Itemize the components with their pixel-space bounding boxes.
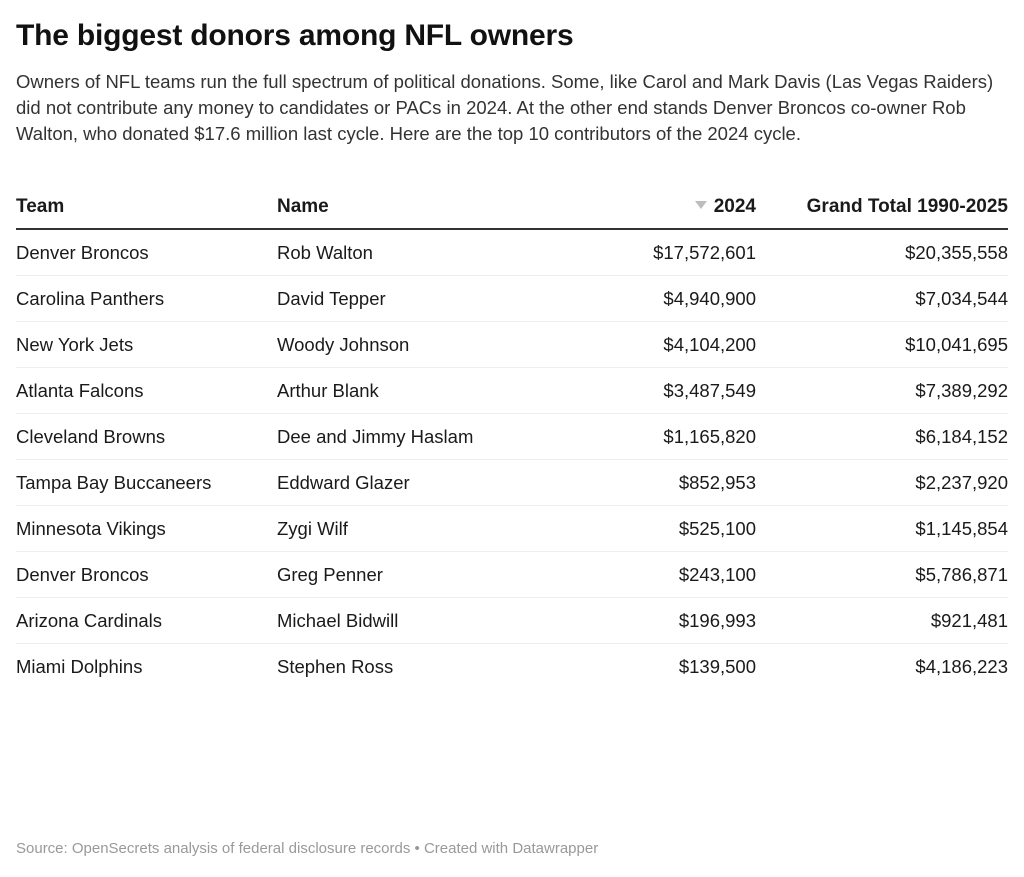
cell-name: Rob Walton bbox=[277, 229, 534, 276]
cell-grand-total: $7,389,292 bbox=[756, 367, 1008, 414]
cell-name: Michael Bidwill bbox=[277, 597, 534, 644]
cell-grand-total: $921,481 bbox=[756, 597, 1008, 644]
table-header-row: Team Name 2024 Grand Total 1990-2025 bbox=[16, 194, 1008, 230]
cell-name: Arthur Blank bbox=[277, 367, 534, 414]
column-header-2024-label: 2024 bbox=[713, 196, 756, 217]
cell-name: Zygi Wilf bbox=[277, 505, 534, 552]
table-row: Denver Broncos Rob Walton $17,572,601 $20,3… bbox=[16, 229, 1008, 276]
table-body: Denver Broncos Rob Walton $17,572,601 $20,3… bbox=[16, 229, 1008, 689]
table-row: Atlanta Falcons Arthur Blank $3,487,549 $7,… bbox=[16, 367, 1008, 414]
table-row: Cleveland Browns Dee and Jimmy Haslam $1,1… bbox=[16, 413, 1008, 460]
chart-description: Owners of NFL teams run the full spectru… bbox=[16, 71, 994, 144]
table-row: Minnesota Vikings Zygi Wilf $525,100 $1,145… bbox=[16, 505, 1008, 552]
cell-2024: $852,953 bbox=[534, 459, 756, 506]
column-header-team[interactable]: Team bbox=[16, 194, 277, 230]
cell-team: Arizona Cardinals bbox=[16, 597, 277, 644]
cell-2024: $4,104,200 bbox=[534, 321, 756, 368]
cell-grand-total: $6,184,152 bbox=[756, 413, 1008, 460]
cell-grand-total: $10,041,695 bbox=[756, 321, 1008, 368]
column-header-grand-total-label: Grand Total 1990-2025 bbox=[806, 196, 1008, 217]
cell-team: Cleveland Browns bbox=[16, 413, 277, 460]
cell-grand-total: $20,355,558 bbox=[756, 229, 1008, 276]
cell-team: Atlanta Falcons bbox=[16, 367, 277, 414]
cell-2024: $525,100 bbox=[534, 505, 756, 552]
cell-name: Eddward Glazer bbox=[277, 459, 534, 506]
cell-team: Denver Broncos bbox=[16, 551, 277, 598]
cell-team: New York Jets bbox=[16, 321, 277, 368]
cell-grand-total: $5,786,871 bbox=[756, 551, 1008, 598]
column-header-grand-total[interactable]: Grand Total 1990-2025 bbox=[756, 194, 1008, 230]
cell-2024: $243,100 bbox=[534, 551, 756, 598]
table-row: New York Jets Woody Johnson $4,104,200 $10,… bbox=[16, 321, 1008, 368]
cell-2024: $1,165,820 bbox=[534, 413, 756, 460]
cell-grand-total: $2,237,920 bbox=[756, 459, 1008, 506]
cell-name: David Tepper bbox=[277, 275, 534, 322]
column-header-name[interactable]: Name bbox=[277, 194, 534, 230]
page-title: The biggest donors among NFL owners bbox=[16, 19, 574, 52]
column-header-2024[interactable]: 2024 bbox=[534, 194, 756, 230]
column-header-name-label: Name bbox=[277, 196, 329, 217]
column-header-team-label: Team bbox=[16, 196, 65, 217]
cell-2024: $17,572,601 bbox=[534, 229, 756, 276]
caret-down-icon bbox=[694, 201, 707, 209]
cell-team: Denver Broncos bbox=[16, 229, 277, 276]
cell-name: Stephen Ross bbox=[277, 656, 394, 677]
cell-team: Carolina Panthers bbox=[16, 275, 277, 322]
cell-name: Woody Johnson bbox=[277, 321, 534, 368]
table-header: Team Name 2024 Grand Total 1990-2025 bbox=[16, 194, 1008, 230]
cell-name: Greg Penner bbox=[277, 551, 534, 598]
cell-team: Miami Dolphins bbox=[16, 656, 143, 677]
cell-name: Dee and Jimmy Haslam bbox=[277, 413, 534, 460]
table-row: Miami Dolphins Stephen Ross $139,500 $4,186… bbox=[16, 644, 1008, 690]
cell-2024: $4,940,900 bbox=[534, 275, 756, 322]
cell-grand-total: $1,145,854 bbox=[756, 505, 1008, 552]
cell-grand-total: $4,186,223 bbox=[915, 656, 1008, 677]
chart-source-note: Source: OpenSecrets analysis of federal … bbox=[16, 840, 599, 857]
cell-2024: $196,993 bbox=[534, 597, 756, 644]
cell-team: Minnesota Vikings bbox=[16, 505, 277, 552]
cell-2024: $139,500 bbox=[678, 656, 756, 677]
table-row: Arizona Cardinals Michael Bidwill $196,993… bbox=[16, 597, 1008, 644]
table-row: Tampa Bay Buccaneers Eddward Glazer $852,9… bbox=[16, 459, 1008, 506]
table-row: Carolina Panthers David Tepper $4,940,900 $… bbox=[16, 275, 1008, 322]
table-row: Denver Broncos Greg Penner $243,100 $5,786,… bbox=[16, 551, 1008, 598]
cell-team: Tampa Bay Buccaneers bbox=[16, 459, 277, 506]
cell-2024: $3,487,549 bbox=[534, 367, 756, 414]
cell-grand-total: $7,034,544 bbox=[756, 275, 1008, 322]
donors-table: Team Name 2024 Grand Total 1990-2025 Den… bbox=[16, 194, 1008, 689]
